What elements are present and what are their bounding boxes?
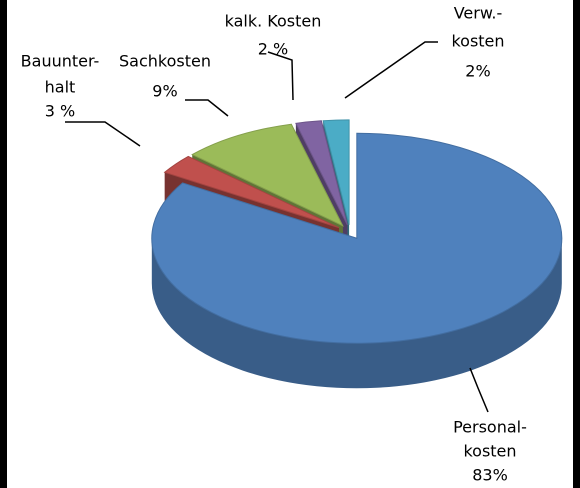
leader-line <box>267 51 294 101</box>
pie <box>151 119 563 389</box>
data-label-value: 3 % <box>45 102 75 121</box>
border-right <box>573 0 580 488</box>
slice-side <box>151 238 562 389</box>
slice <box>322 119 350 225</box>
data-label-name: Sachkosten <box>119 52 211 71</box>
data-label-name: Personal- <box>453 418 527 437</box>
slice <box>151 132 563 344</box>
slice <box>191 123 344 227</box>
data-label-value: 9% <box>152 82 177 101</box>
data-labels: Personal-kosten 83% Bauunter-halt 3 % Sachko… <box>21 4 527 485</box>
slice <box>295 120 348 226</box>
data-label-name: kosten <box>463 442 516 461</box>
data-label-name: kosten <box>451 32 504 51</box>
leader-line <box>65 121 141 147</box>
data-label-value: 2 % <box>258 40 288 59</box>
slice <box>163 155 340 229</box>
leader-line <box>185 99 229 117</box>
data-label-name: Verw.- <box>454 4 503 23</box>
data-label-name: kalk. Kosten <box>225 12 322 31</box>
leader-line <box>469 367 489 413</box>
data-label-name: halt <box>45 78 76 97</box>
leader-line <box>344 41 438 99</box>
data-label-value: 83% <box>472 466 508 485</box>
data-label-value: 2% <box>465 62 490 81</box>
data-label-name: Bauunter- <box>21 52 100 71</box>
border-left <box>0 0 7 488</box>
